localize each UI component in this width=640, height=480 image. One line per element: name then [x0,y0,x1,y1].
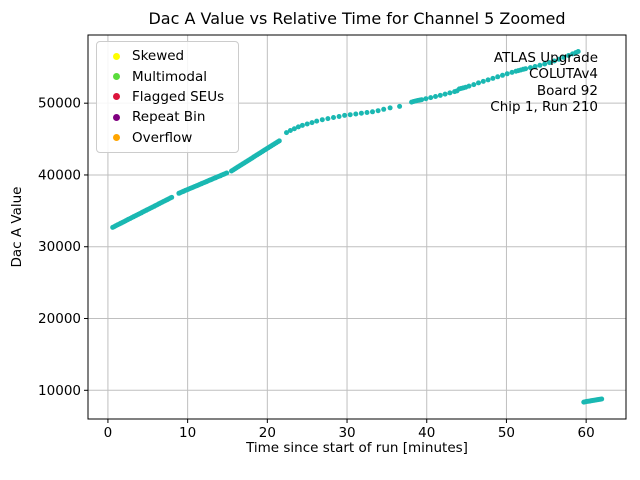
data-point [551,58,557,64]
data-point [314,118,320,124]
data-point [527,65,533,71]
data-point [466,83,472,89]
run-info-annotation: ATLAS Upgrade COLUTAv4 Board 92 Chip 1, Run… [490,50,598,116]
legend-item-label: Multimodal [132,68,208,85]
data-point [480,78,486,84]
data-point [299,122,305,128]
data-point [423,96,429,102]
data-point [476,80,481,86]
data-point [353,111,359,117]
x-tick-label: 40 [418,425,435,441]
x-tick-label: 0 [104,425,113,441]
data-point [397,103,403,109]
data-point [381,106,387,112]
data-point [287,128,293,133]
data-point [284,130,289,136]
data-point [387,105,393,111]
y-tick-label: 40000 [38,167,81,183]
legend-item: Overflow [103,131,232,145]
data-point [342,112,348,118]
data-point [447,90,453,96]
legend-item-label: Overflow [132,129,193,146]
legend-item: Flagged SEUs [103,90,232,104]
data-point [433,94,438,99]
data-point [375,108,381,114]
data-point [428,95,434,101]
data-point [537,62,543,68]
data-point [504,71,510,77]
data-point [347,112,353,118]
data-point [599,396,605,402]
data-point [437,92,443,98]
data-point [319,117,325,123]
legend-marker-dot [113,134,120,142]
data-point [556,56,562,62]
axis-ticks [84,102,587,423]
data-point [566,53,572,58]
legend-item: Repeat Bin [103,110,232,124]
data-point [331,115,336,120]
legend-item-label: Flagged SEUs [132,88,225,105]
data-point [309,120,315,126]
axes-frame [87,34,627,420]
annotation-line: COLUTAv4 [528,66,598,83]
data-point [295,124,301,130]
y-tick-label: 20000 [38,311,81,327]
data-point [364,110,370,115]
data-point [224,170,230,176]
y-tick-label: 10000 [38,383,81,399]
data-point [419,97,425,103]
legend-marker-dot [113,93,120,101]
legend-marker-dot [113,73,120,81]
data-point [336,114,342,119]
data-point [547,60,552,66]
x-tick-label: 10 [179,425,196,441]
data-point [276,138,282,144]
annotation-line: Board 92 [536,82,598,99]
data-point [370,109,375,115]
x-tick-label: 60 [578,425,595,441]
data-point [291,126,297,132]
data-point [471,82,477,88]
legend: Skewed Multimodal Flagged SEUs Repeat Bin Ov… [96,41,239,153]
data-point [509,69,515,75]
legend-item: Skewed [103,49,232,63]
annotation-line: Chip 1, Run 210 [490,99,598,116]
chart-title: Dac A Value vs Relative Time for Channel… [148,9,566,28]
y-tick-label: 30000 [38,239,81,255]
x-tick-label: 50 [498,425,515,441]
x-axis-label: Time since start of run [minutes] [246,440,468,456]
data-point [575,49,581,54]
data-point [490,75,496,81]
legend-marker-dot [113,113,120,121]
data-point [304,121,310,127]
annotation-line: ATLAS Upgrade [493,50,598,66]
x-tick-label: 20 [259,425,276,441]
data-point [542,61,548,67]
x-tick-label: 30 [338,425,355,441]
legend-item-label: Repeat Bin [132,109,206,126]
y-axis-label: Dac A Value [9,186,25,268]
legend-marker-dot [113,52,120,60]
legend-item: Multimodal [103,70,232,84]
scatter-points [110,49,605,405]
data-point [523,66,529,72]
data-point [169,194,175,200]
y-tick-label: 50000 [38,96,81,112]
data-point [500,72,505,78]
data-point [442,91,448,97]
data-point [532,64,538,69]
legend-item-label: Skewed [132,48,185,65]
data-point [485,77,491,83]
tick-labels: 0 10 20 30 40 50 60 10000 20000 30000 40000 50000 [38,96,595,441]
data-point [325,116,331,122]
data-point [561,54,567,60]
data-point [495,74,501,80]
data-point [358,110,364,116]
